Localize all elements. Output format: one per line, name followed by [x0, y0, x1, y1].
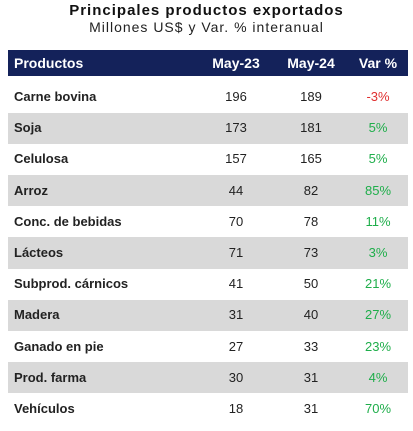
column-header: Var %: [358, 55, 398, 71]
cell-value: 31: [303, 401, 319, 416]
product-name: Carne bovina: [14, 89, 97, 104]
cell-value: 165: [300, 151, 322, 167]
cell-value: 157: [225, 151, 247, 167]
cell-value: 78: [303, 213, 319, 229]
cell-value: 71: [228, 245, 244, 260]
row: [8, 206, 408, 238]
cell-value: 85%: [364, 182, 392, 198]
cell-value: 30: [228, 369, 244, 385]
subtitle: Millones US$ y Var. % interanual: [89, 19, 324, 35]
row: [8, 362, 408, 394]
product-name: Arroz: [14, 182, 48, 198]
cell-value: 31: [228, 307, 244, 323]
row: [8, 299, 408, 331]
row: [8, 393, 408, 425]
row: [8, 81, 408, 113]
cell-value: 31: [303, 369, 319, 385]
cell-value: 73: [303, 245, 319, 260]
cell-value: 44: [228, 182, 244, 198]
cell-value: 27%: [364, 307, 392, 323]
cell-value: 5%: [368, 120, 388, 136]
row: [8, 112, 408, 144]
product-name: Madera: [14, 307, 60, 323]
cell-value: 70%: [364, 401, 392, 416]
product-name: Celulosa: [14, 151, 69, 167]
product-name: Ganado en pie: [14, 338, 104, 354]
cell-value: 21%: [364, 276, 392, 292]
cell-value: 5%: [368, 151, 388, 167]
row: [8, 175, 408, 207]
product-name: Lácteos: [14, 245, 64, 260]
header-row: [8, 50, 408, 76]
cell-value: 82: [303, 182, 319, 198]
product-name: Vehículos: [14, 401, 75, 416]
cell-value: 23%: [364, 338, 392, 354]
row: [8, 331, 408, 363]
product-name: Conc. de bebidas: [14, 213, 122, 229]
cell-value: 189: [300, 89, 322, 104]
cell-value: 50: [303, 276, 319, 292]
cell-value: 33: [303, 338, 319, 354]
product-name: Subprod. cárnicos: [14, 276, 129, 292]
cell-value: 196: [225, 89, 247, 104]
cell-value: 4%: [368, 369, 388, 385]
cell-value: 3%: [368, 245, 388, 260]
row: [8, 143, 408, 175]
cell-value: 27: [228, 338, 244, 354]
column-header: Productos: [14, 55, 84, 71]
cell-value: 173: [225, 120, 247, 136]
row: [8, 268, 408, 300]
product-name: Soja: [14, 120, 42, 136]
row: [8, 237, 408, 269]
title: Principales productos exportados: [69, 2, 344, 19]
column-header: May-24: [287, 55, 335, 71]
cell-value: 18: [228, 401, 244, 416]
cell-value: -3%: [366, 89, 390, 104]
cell-value: 41: [228, 276, 244, 292]
cell-value: 11%: [365, 213, 391, 229]
cell-value: 70: [228, 213, 244, 229]
product-name: Prod. farma: [14, 369, 87, 385]
cell-value: 40: [303, 307, 319, 323]
cell-value: 181: [300, 120, 322, 136]
column-header: May-23: [212, 55, 260, 71]
